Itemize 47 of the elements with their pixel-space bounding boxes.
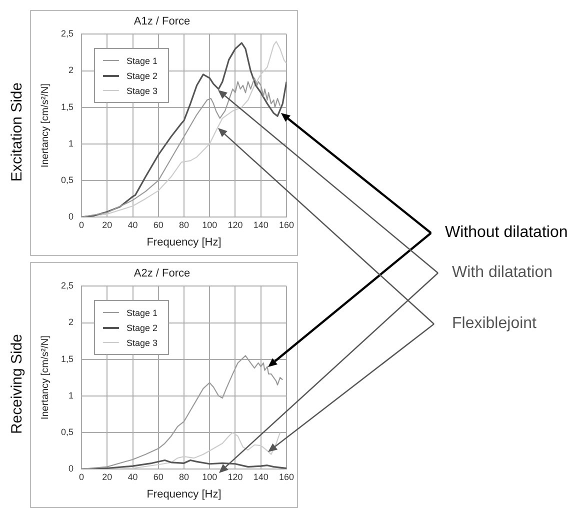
legend-label: Stage 2 bbox=[126, 322, 158, 333]
y-tick-label: 0 bbox=[68, 463, 74, 474]
x-tick-label: 140 bbox=[253, 220, 268, 230]
x-tick-label: 120 bbox=[228, 220, 243, 230]
text: With dilatation bbox=[452, 264, 552, 282]
x-axis-title: Frequency [Hz] bbox=[146, 236, 222, 248]
legend-label: Stage 3 bbox=[126, 338, 158, 348]
legend-label: Stage 1 bbox=[126, 308, 158, 318]
x-tick-label: 0 bbox=[79, 472, 84, 482]
chart-title: A1z / Force bbox=[134, 16, 190, 28]
x-tick-label: 120 bbox=[228, 472, 243, 482]
x-tick-label: 60 bbox=[153, 220, 164, 230]
text: Receiving Side bbox=[8, 334, 26, 434]
y-tick-label: 2 bbox=[68, 317, 74, 328]
y-tick-label: 2,5 bbox=[60, 28, 74, 39]
text: Flexiblejoint bbox=[452, 315, 536, 333]
x-tick-label: 100 bbox=[202, 220, 218, 230]
y-tick-label: 0 bbox=[68, 211, 74, 222]
x-tick-label: 40 bbox=[128, 220, 138, 230]
y-tick-label: 1,5 bbox=[60, 102, 74, 112]
legend-label: Stage 3 bbox=[126, 86, 158, 96]
y-axis-title: Inertancy [cm/s²/N] bbox=[40, 335, 51, 420]
x-tick-label: 20 bbox=[102, 220, 112, 230]
y-tick-label: 1 bbox=[68, 390, 74, 400]
x-tick-label: 40 bbox=[128, 472, 138, 482]
x-tick-label: 160 bbox=[278, 472, 294, 482]
y-tick-label: 0,5 bbox=[60, 174, 74, 185]
chart-title: A2z / Force bbox=[134, 268, 190, 280]
legend-label: Stage 1 bbox=[126, 56, 158, 66]
x-tick-label: 20 bbox=[102, 472, 112, 482]
x-tick-label: 0 bbox=[79, 220, 84, 230]
y-tick-label: 1,5 bbox=[60, 354, 74, 364]
y-tick-label: 0,5 bbox=[60, 426, 74, 437]
x-tick-label: 80 bbox=[178, 220, 190, 230]
x-tick-label: 60 bbox=[153, 472, 164, 482]
y-tick-label: 1 bbox=[68, 138, 74, 148]
x-axis-title: Frequency [Hz] bbox=[146, 488, 222, 500]
legend-label: Stage 2 bbox=[126, 70, 158, 81]
y-axis-title: Inertancy [cm/s²/N] bbox=[40, 83, 51, 168]
x-tick-label: 140 bbox=[253, 472, 268, 482]
text: Without dilatation bbox=[445, 224, 568, 242]
x-tick-label: 160 bbox=[278, 220, 294, 230]
y-tick-label: 2 bbox=[68, 65, 74, 76]
text: Excitation Side bbox=[8, 82, 26, 182]
x-tick-label: 100 bbox=[202, 472, 218, 482]
x-tick-label: 80 bbox=[178, 472, 190, 482]
y-tick-label: 2,5 bbox=[60, 280, 74, 291]
